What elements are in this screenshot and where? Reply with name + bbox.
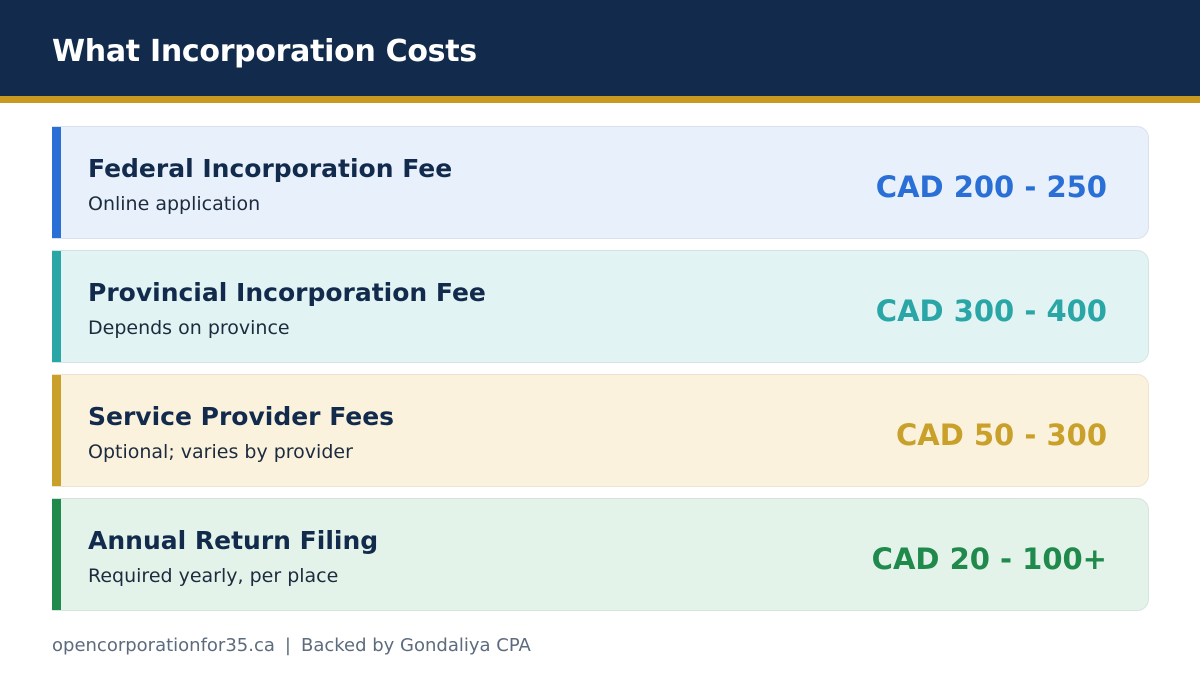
cost-name: Provincial Incorporation Fee	[88, 278, 486, 307]
cost-description: Depends on province	[88, 317, 290, 339]
footer-backed-by: Backed by Gondaliya CPA	[300, 635, 531, 656]
cost-description: Optional; varies by provider	[88, 441, 353, 463]
cost-card-annual-return: Annual Return Filing Required yearly, pe…	[52, 498, 1149, 611]
header-bar: What Incorporation Costs	[0, 0, 1200, 96]
cost-list: Federal Incorporation Fee Online applica…	[52, 126, 1149, 622]
footer-separator: |	[284, 635, 291, 656]
cost-description: Required yearly, per place	[88, 565, 339, 587]
cost-description: Online application	[88, 193, 261, 215]
cost-price: CAD 200 - 250	[875, 170, 1107, 204]
card-accent-bar	[52, 251, 61, 362]
cost-card-federal: Federal Incorporation Fee Online applica…	[52, 126, 1149, 239]
footer-site-link[interactable]: opencorporationfor35.ca	[52, 635, 275, 656]
card-accent-bar	[52, 127, 61, 238]
page-title: What Incorporation Costs	[52, 34, 477, 69]
cost-price: CAD 50 - 300	[895, 418, 1107, 452]
cost-name: Federal Incorporation Fee	[88, 154, 453, 183]
cost-price: CAD 20 - 100+	[871, 542, 1107, 576]
cost-card-provincial: Provincial Incorporation Fee Depends on …	[52, 250, 1149, 363]
cost-name: Annual Return Filing	[88, 526, 379, 555]
header-accent-stripe	[0, 96, 1200, 103]
card-accent-bar	[52, 375, 61, 486]
footer: opencorporationfor35.ca | Backed by Gondal…	[52, 635, 531, 656]
cost-price: CAD 300 - 400	[875, 294, 1107, 328]
card-accent-bar	[52, 499, 61, 610]
cost-name: Service Provider Fees	[88, 402, 395, 431]
cost-card-service-provider: Service Provider Fees Optional; varies b…	[52, 374, 1149, 487]
